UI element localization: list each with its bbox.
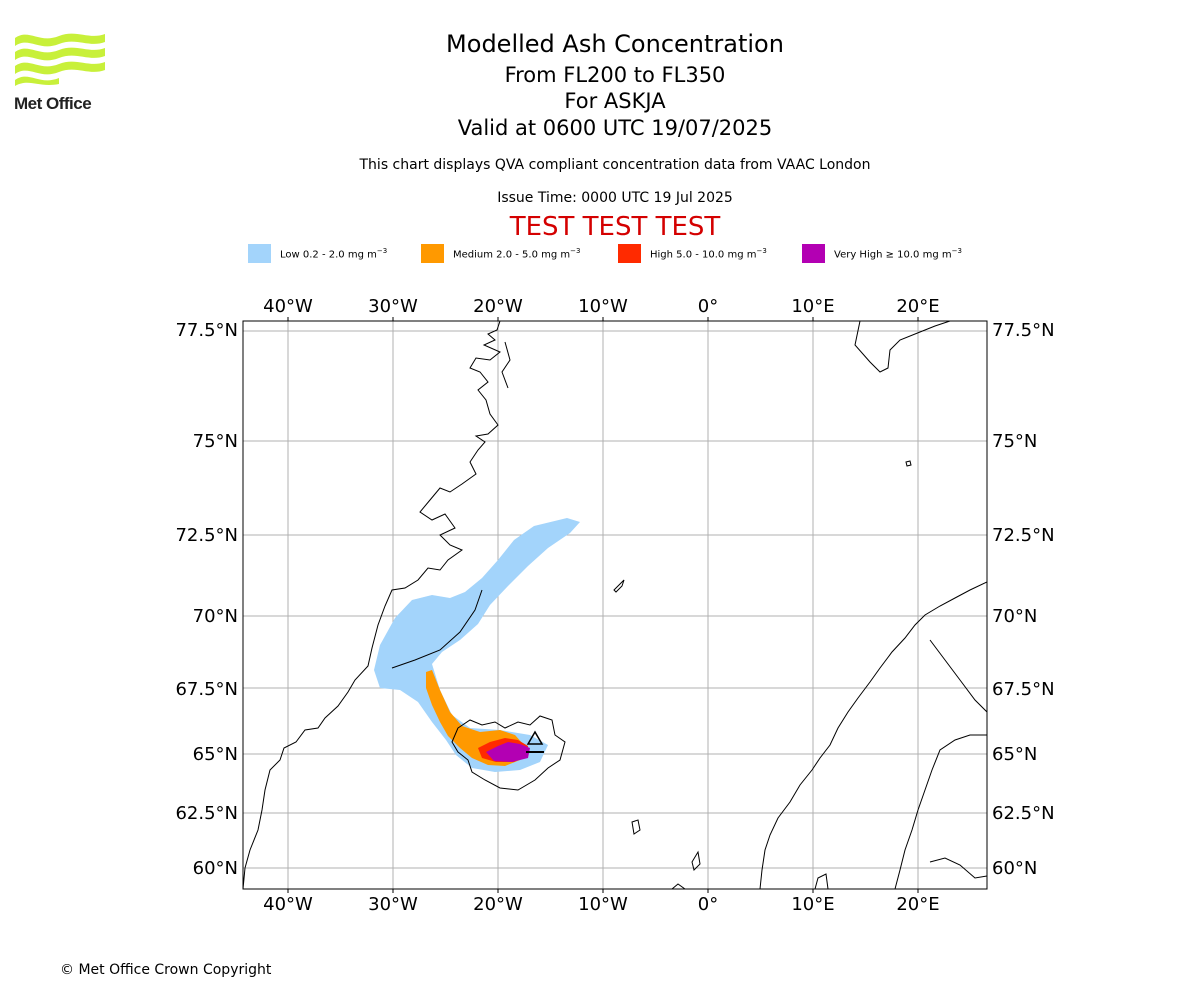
lat-labels-right: 77.5°N 75°N 72.5°N 70°N 67.5°N 65°N 62.5… <box>992 320 1055 879</box>
lon-label-bottom: 0° <box>698 894 718 915</box>
svalbard-coast <box>854 321 951 373</box>
lat-label-left: 72.5°N <box>175 525 238 546</box>
shetland <box>691 850 701 871</box>
lon-label-bottom: 20°W <box>473 894 523 915</box>
lon-label-top: 20°E <box>896 296 939 317</box>
lat-label-right: 65°N <box>992 744 1037 765</box>
bear-island <box>905 460 912 467</box>
ash-low-plume <box>374 518 580 772</box>
volcano-subtitle: For ASKJA <box>564 89 666 113</box>
lon-label-top: 10°W <box>578 296 628 317</box>
met-office-wave-icon <box>15 33 105 86</box>
iceland-coast <box>451 715 566 791</box>
legend-unit-very-high: −3 <box>951 246 962 255</box>
copyright-notice: © Met Office Crown Copyright <box>60 962 272 978</box>
qva-note: This chart displays QVA compliant concen… <box>359 157 871 173</box>
lat-label-right: 77.5°N <box>992 320 1055 341</box>
lon-label-bottom: 40°W <box>263 894 313 915</box>
jan-mayen <box>613 579 625 593</box>
lon-label-bottom: 20°E <box>896 894 939 915</box>
legend-item-high: High 5.0 - 10.0 mg m−3 <box>618 244 767 263</box>
faroe-islands <box>631 819 641 835</box>
lat-label-right: 60°N <box>992 858 1037 879</box>
legend-swatch-medium <box>421 244 444 263</box>
ash-very-high-plume <box>486 742 530 762</box>
lon-labels-top: 40°W 30°W 20°W 10°W 0° 10°E 20°E <box>263 296 939 317</box>
norway-sweden-border <box>929 639 987 713</box>
legend-label-low: Low 0.2 - 2.0 mg m <box>280 249 377 261</box>
lon-label-top: 0° <box>698 296 718 317</box>
greenland-coast <box>243 321 501 889</box>
legend-unit-low: −3 <box>376 246 388 255</box>
valid-time-subtitle: Valid at 0600 UTC 19/07/2025 <box>457 116 773 140</box>
lat-label-left: 67.5°N <box>175 679 238 700</box>
finland-coast <box>929 857 987 879</box>
legend-label-medium: Medium 2.0 - 5.0 mg m <box>453 249 571 261</box>
lat-label-left: 77.5°N <box>175 320 238 341</box>
denmark-coast <box>814 873 829 889</box>
lat-label-left: 70°N <box>193 606 238 627</box>
lat-label-right: 70°N <box>992 606 1037 627</box>
met-office-logo: Met Office <box>14 30 109 113</box>
legend-label-very-high: Very High ≥ 10.0 mg m <box>834 249 952 261</box>
lon-label-bottom: 30°W <box>368 894 418 915</box>
lat-label-left: 75°N <box>193 431 238 452</box>
legend-item-medium: Medium 2.0 - 5.0 mg m−3 <box>421 244 580 263</box>
test-banner: TEST TEST TEST <box>509 212 721 242</box>
lon-label-bottom: 10°E <box>791 894 834 915</box>
lat-label-right: 67.5°N <box>992 679 1055 700</box>
chart-title: Modelled Ash Concentration <box>446 30 784 58</box>
volcano-marker-askja <box>526 730 544 753</box>
legend-unit-medium: −3 <box>570 246 581 255</box>
legend-swatch-very-high <box>802 244 825 263</box>
legend-label-high: High 5.0 - 10.0 mg m <box>650 249 757 261</box>
sweden-coast <box>894 734 987 889</box>
lat-label-right: 72.5°N <box>992 525 1055 546</box>
legend-item-low: Low 0.2 - 2.0 mg m−3 <box>248 244 387 263</box>
flight-level-subtitle: From FL200 to FL350 <box>504 63 726 87</box>
lat-label-left: 60°N <box>193 858 238 879</box>
scotland-coast <box>671 883 686 889</box>
legend-swatch-low <box>248 244 271 263</box>
lon-label-bottom: 10°W <box>578 894 628 915</box>
legend-swatch-high <box>618 244 641 263</box>
lat-label-right: 62.5°N <box>992 803 1055 824</box>
lon-labels-bottom: 40°W 30°W 20°W 10°W 0° 10°E 20°E <box>263 894 939 915</box>
lat-label-left: 65°N <box>193 744 238 765</box>
lat-label-right: 75°N <box>992 431 1037 452</box>
map-grid <box>243 321 987 889</box>
lon-label-top: 40°W <box>263 296 313 317</box>
logo-text: Met Office <box>14 94 92 113</box>
coastlines <box>243 321 987 889</box>
map-frame <box>242 320 988 890</box>
map-ticks <box>287 317 919 893</box>
lat-labels-left: 77.5°N 75°N 72.5°N 70°N 67.5°N 65°N 62.5… <box>175 320 238 879</box>
greenland-inner-line <box>391 589 483 669</box>
legend-item-very-high: Very High ≥ 10.0 mg m−3 <box>802 244 962 263</box>
lat-label-left: 62.5°N <box>175 803 238 824</box>
lon-label-top: 10°E <box>791 296 834 317</box>
lon-label-top: 30°W <box>368 296 418 317</box>
legend-unit-high: −3 <box>756 246 767 255</box>
norway-coast <box>759 581 987 889</box>
issue-time: Issue Time: 0000 UTC 19 Jul 2025 <box>497 190 733 206</box>
lon-label-top: 20°W <box>473 296 523 317</box>
greenland-fjord <box>501 341 511 389</box>
